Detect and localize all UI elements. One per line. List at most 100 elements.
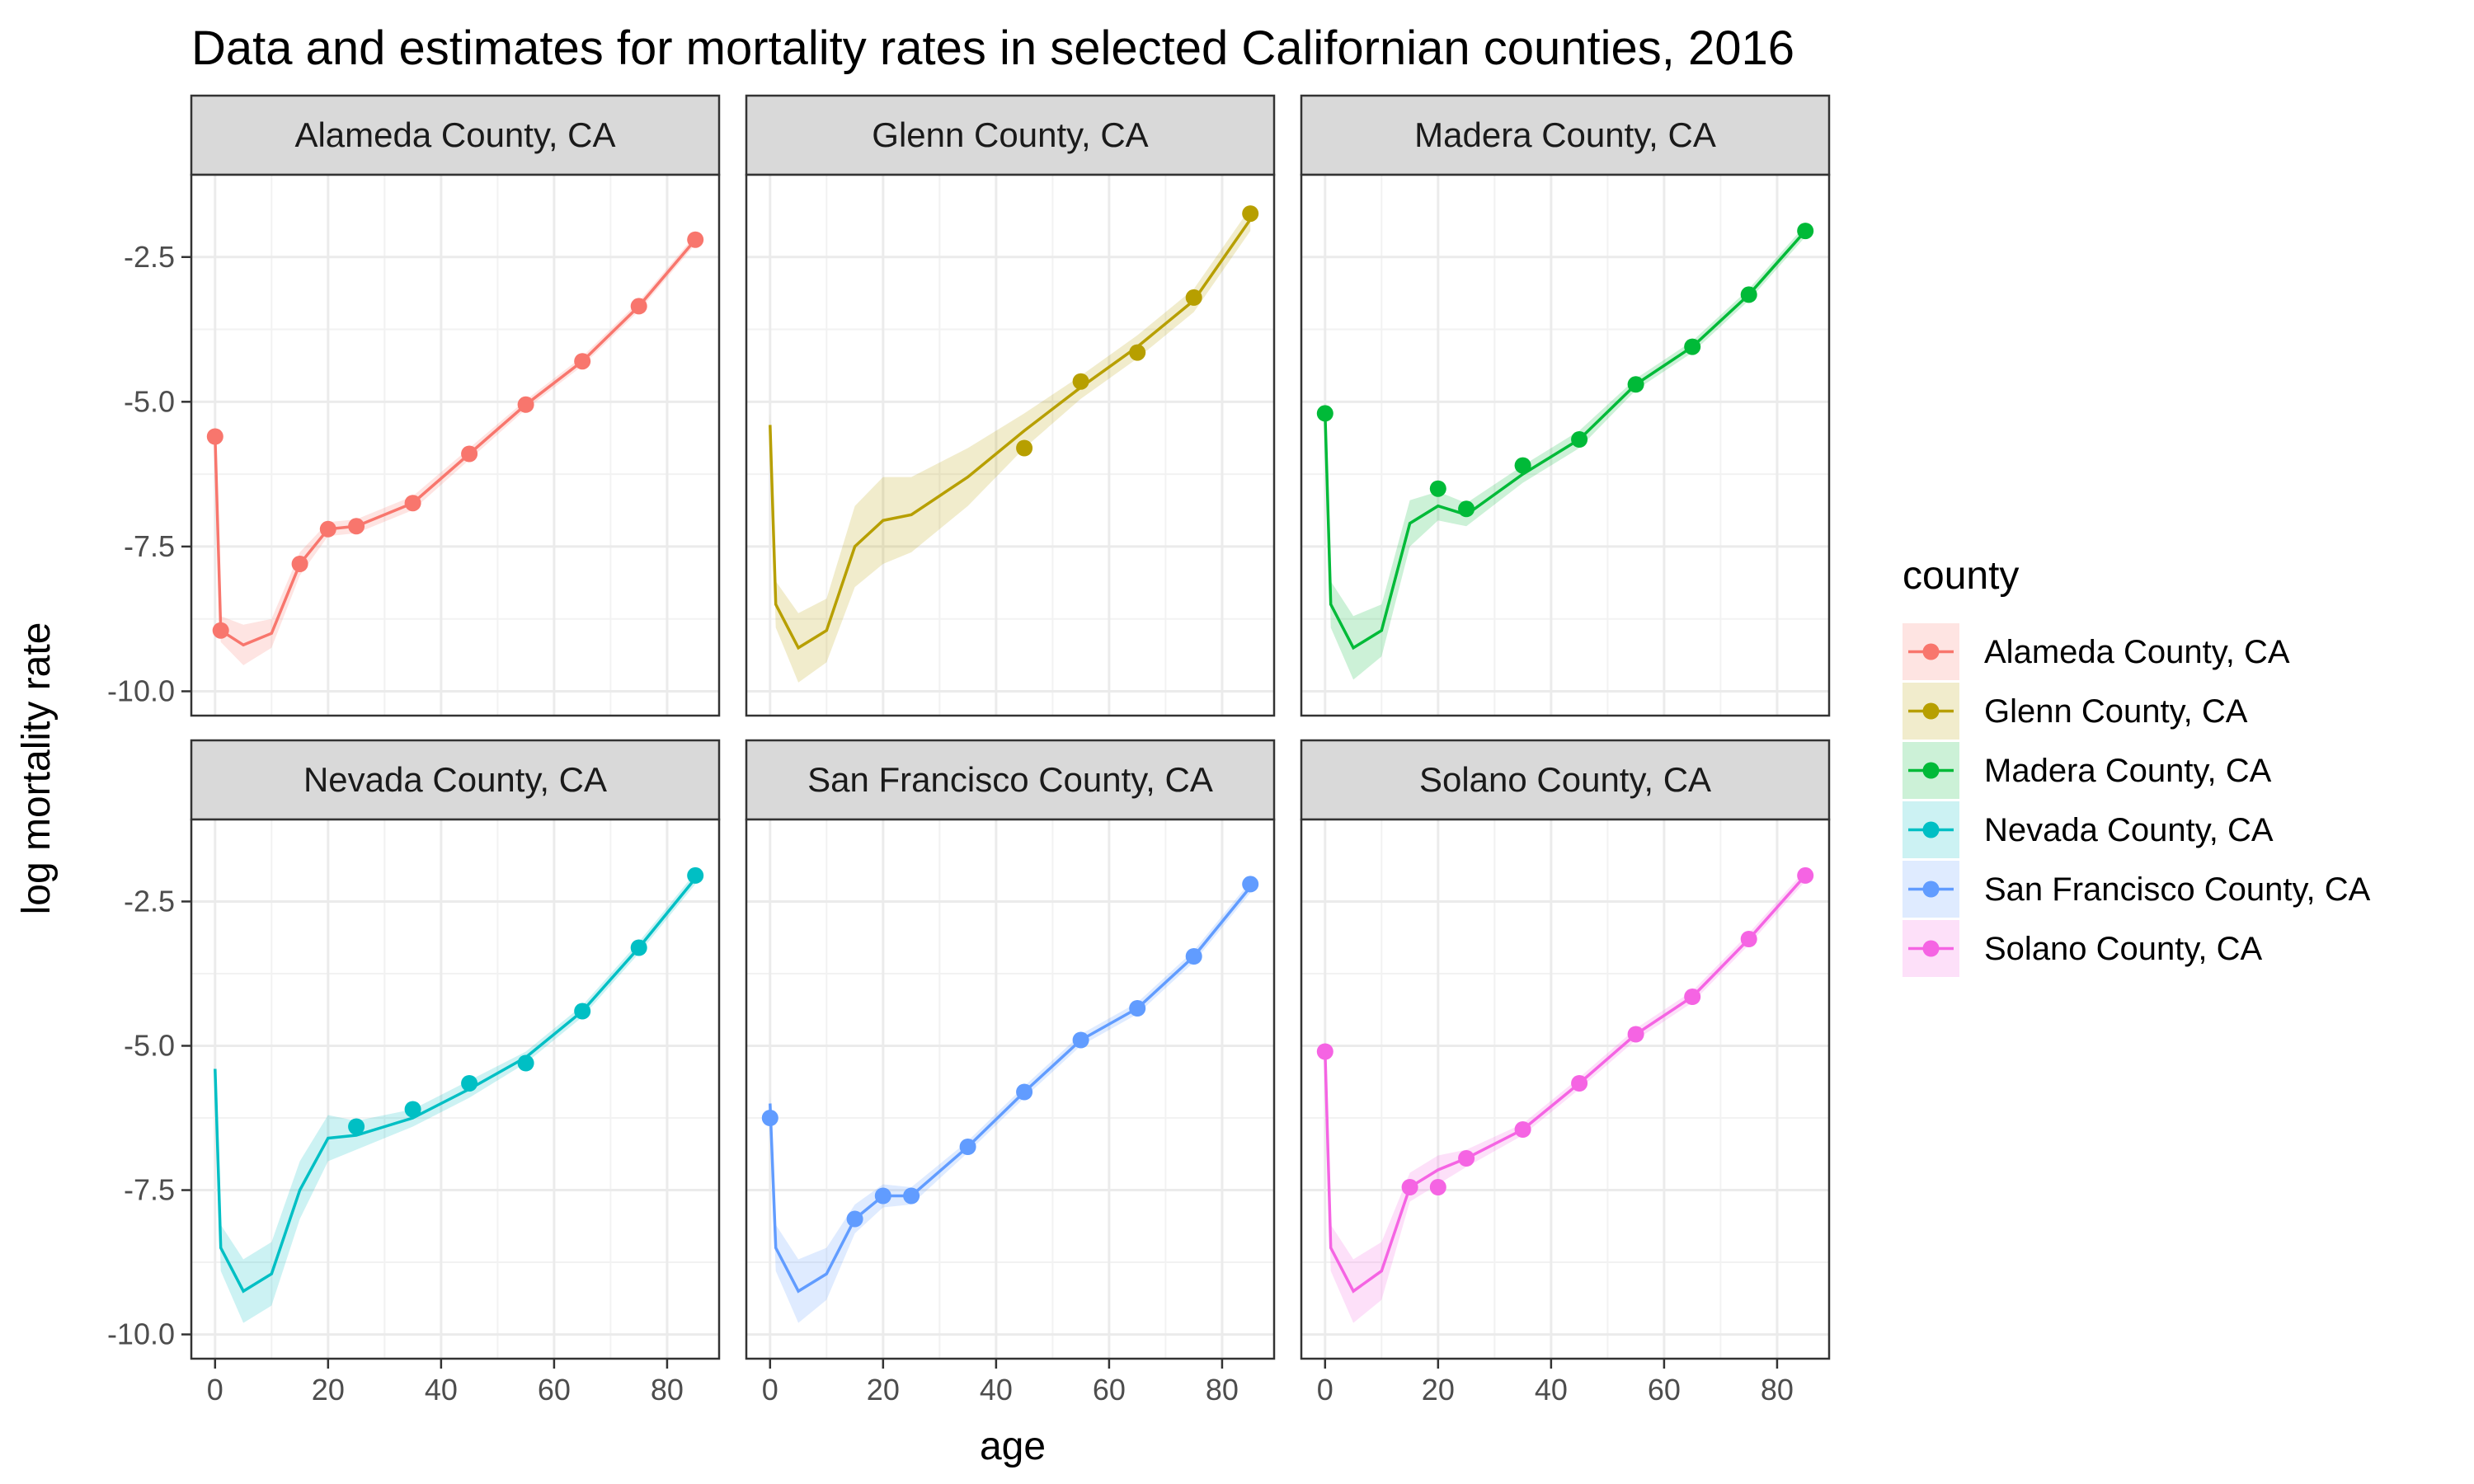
x-tick-label: 80 [1206,1373,1239,1407]
facet-strip [745,739,1276,821]
panel-background [746,819,1274,1359]
panel-grid [191,819,719,1359]
data-point [1740,931,1757,947]
estimate-ribbon-san-francisco-county-ca [769,881,1251,1323]
facet-strip-label: San Francisco County, CA [807,760,1213,799]
facet-strip-label: Solano County, CA [1419,760,1711,799]
legend: county Alameda County, CA Glenn County, C… [1903,554,2371,977]
facet-panel-alameda-county-ca: Alameda County, CA -10.0 -7.5 -5.0 -2.5 [107,94,721,717]
data-point [1458,500,1475,518]
x-tick-label: 0 [207,1373,223,1407]
data-point [1316,405,1333,422]
legend-title: county [1903,554,2019,598]
facet-strip-label: Nevada County, CA [303,760,607,799]
y-tick-label: -7.5 [124,1173,175,1207]
y-tick-label: -5.0 [124,1028,175,1062]
x-tick-label: 40 [1535,1373,1568,1407]
y-tick-label: -5.0 [124,384,175,418]
x-tick-label: 80 [651,1373,684,1407]
data-point [1401,1179,1418,1195]
data-point [1684,338,1701,355]
legend-item-nevada-county-ca: Nevada County, CA [1903,801,2274,858]
facet-panels: Alameda County, CA -10.0 -7.5 -5.0 -2.5 Glenn… [107,94,1831,1407]
data-point [1316,1043,1333,1060]
data-point [461,1075,478,1092]
panel-background [1301,819,1829,1359]
data-point [1242,876,1259,893]
data-point [687,866,704,884]
legend-key-point [1922,821,1940,838]
data-point [212,622,229,639]
panel-grid [746,819,1274,1359]
panel-border [1300,173,1831,717]
data-point [903,1187,920,1205]
data-point [574,353,591,370]
legend-keys: Alameda County, CA Glenn County, CA Madera… [1903,623,2371,977]
data-point [1740,286,1757,303]
data-point [574,1003,591,1020]
data-point [1627,1026,1644,1043]
data-point [874,1187,891,1205]
legend-key-point [1922,702,1940,720]
panel-background [191,175,719,716]
legend-item-solano-county-ca: Solano County, CA [1903,920,2263,977]
y-tick-label: -2.5 [124,884,175,918]
facet-strip-label: Glenn County, CA [872,115,1148,154]
data-point [1571,431,1588,448]
data-point [1429,1179,1446,1195]
x-tick-label: 60 [1093,1373,1126,1407]
data-point [291,556,308,572]
data-point [1185,289,1202,306]
legend-item-glenn-county-ca: Glenn County, CA [1903,683,2248,740]
panel-border [745,818,1276,1360]
facet-strip [190,739,721,821]
data-point [687,231,704,248]
data-point [1514,1121,1531,1138]
facet-panel-san-francisco-county-ca: San Francisco County, CA 0 20 40 60 80 [745,739,1276,1407]
panel-border [190,818,721,1360]
data-point [404,495,421,512]
panel-border [190,173,721,717]
legend-item-madera-county-ca: Madera County, CA [1903,742,2272,799]
data-point [1797,223,1814,240]
estimate-ribbon-alameda-county-ca [214,235,696,665]
panel-grid [191,175,719,716]
data-point [206,428,223,445]
x-tick-label: 60 [538,1373,571,1407]
legend-key-point [1922,940,1940,957]
data-point [517,1054,534,1072]
facet-strip [190,94,721,176]
data-point [1242,205,1259,223]
data-point [1797,866,1814,884]
data-point [1684,989,1701,1005]
legend-key-point [1922,762,1940,779]
panel-background [191,819,719,1359]
data-point [1185,948,1202,965]
panel-background [746,175,1274,716]
facet-panel-glenn-county-ca: Glenn County, CA [745,94,1276,717]
chart-title: Data and estimates for mortality rates i… [191,21,1794,75]
y-axis-title: log mortality rate [15,622,59,915]
legend-item-san-francisco-county-ca: San Francisco County, CA [1903,861,2371,918]
data-point [1129,1000,1146,1017]
legend-label: Madera County, CA [1984,753,2272,789]
data-point [1627,376,1644,393]
x-tick-label: 40 [980,1373,1013,1407]
x-tick-label: 0 [1317,1373,1333,1407]
panel-border [1300,818,1831,1360]
data-point [1016,1083,1033,1101]
x-tick-label: 20 [312,1373,345,1407]
estimate-ribbon-glenn-county-ca [769,208,1251,683]
legend-label: Alameda County, CA [1984,634,2290,670]
x-tick-label: 0 [762,1373,778,1407]
facet-panel-solano-county-ca: Solano County, CA 0 20 40 60 80 [1300,739,1831,1407]
estimate-ribbon-madera-county-ca [1324,225,1806,680]
data-point [630,939,647,956]
legend-key-point [1922,881,1940,898]
data-point [1571,1075,1588,1092]
facet-panel-madera-county-ca: Madera County, CA [1300,94,1831,717]
data-point [348,1118,365,1135]
facet-strip-label: Alameda County, CA [294,115,615,154]
legend-item-alameda-county-ca: Alameda County, CA [1903,623,2290,680]
facet-strip-label: Madera County, CA [1414,115,1716,154]
